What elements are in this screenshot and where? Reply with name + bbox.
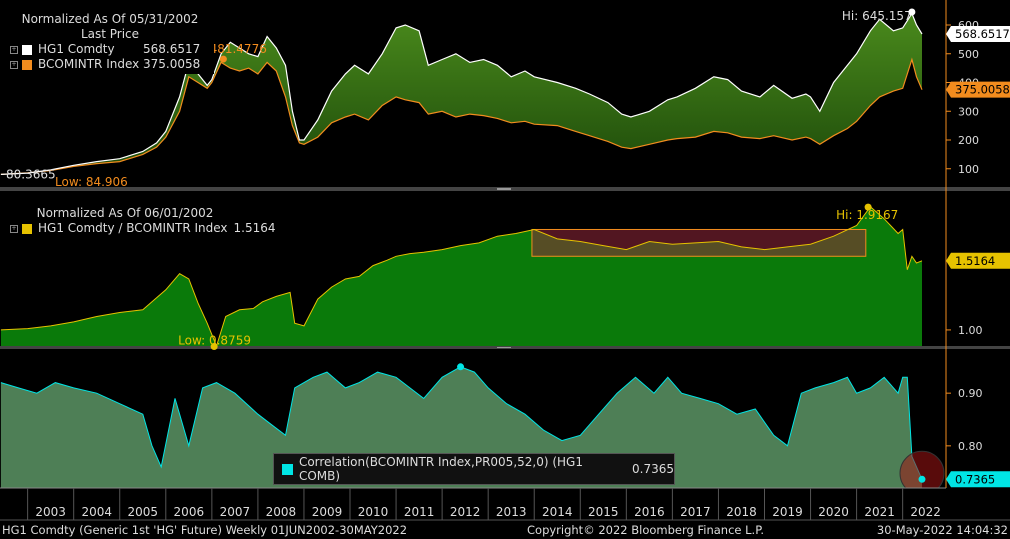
- legend-swatch-correlation: [282, 463, 293, 475]
- correlation-legend[interactable]: Correlation(BCOMINTR Index,PR005,52,0) (…: [273, 453, 675, 485]
- footer-security: HG1 Comdty (Generic 1st 'HG' Future) Wee…: [2, 523, 408, 537]
- legend-swatch-ratio: [22, 223, 32, 234]
- x-tick-label: 2008: [266, 505, 297, 519]
- x-tick-label: 2010: [358, 505, 389, 519]
- y-tick-label: 300: [958, 105, 979, 118]
- high-label-ratio: Hi: 1.9167: [836, 208, 898, 222]
- series-line-correlation: [0, 366, 923, 480]
- last-value-tag-hg1: [946, 26, 1010, 43]
- x-tick-label: 2012: [450, 505, 481, 519]
- footer: HG1 Comdty (Generic 1st 'HG' Future) Wee…: [0, 521, 1010, 539]
- legend-value-ratio: 1.5164: [233, 221, 276, 235]
- low-label-ratio: Low: 0.8759: [178, 334, 251, 348]
- panel1-legend: Normalized As Of 05/31/2002 Last Price +…: [6, 10, 214, 74]
- legend-row-bcom[interactable]: + BCOMINTR Index 375.0058: [10, 57, 210, 72]
- last-value-label-bcomintr: 375.0058: [955, 83, 1010, 97]
- x-tick-label: 2018: [726, 505, 757, 519]
- x-tick-label: 2013: [496, 505, 527, 519]
- x-tick-label: 2015: [588, 505, 619, 519]
- plus-box-icon[interactable]: +: [10, 45, 18, 54]
- separator-grip: [497, 347, 511, 348]
- last-value-tag-bcomintr: [946, 81, 1010, 98]
- spread-fill-area: [0, 13, 922, 175]
- panel2-legend: Normalized As Of 06/01/2002 + HG1 Comdty…: [6, 204, 286, 238]
- legend-value-bcom: 375.0058: [143, 57, 201, 71]
- x-tick-label: 2003: [35, 505, 66, 519]
- series-line-hg1: [0, 12, 923, 175]
- legend-value-hg1: 568.6517: [143, 42, 201, 56]
- legend-value-correlation: 0.7365: [632, 462, 674, 476]
- last-value-label-correlation: 0.7365: [955, 472, 995, 486]
- x-tick-label: 2020: [818, 505, 849, 519]
- high-marker-ratio: [864, 203, 872, 211]
- x-tick-label: 2019: [772, 505, 803, 519]
- panel2-title: Normalized As Of 06/01/2002: [36, 206, 214, 220]
- high-marker-correlation: [457, 363, 465, 371]
- y-tick-label: 0.90: [958, 387, 983, 400]
- plus-box-icon[interactable]: +: [10, 224, 18, 233]
- panel1-subtitle: Last Price: [80, 27, 140, 41]
- x-tick-label: 2005: [127, 505, 158, 519]
- y-tick-label: 1.00: [958, 324, 983, 337]
- legend-row-ratio[interactable]: + HG1 Comdty / BCOMINTR Index 1.5164: [10, 221, 282, 236]
- series-line-ratio: [0, 205, 923, 348]
- last-value-tag-ratio: [946, 252, 1010, 269]
- x-tick-label: 2022: [910, 505, 941, 519]
- legend-swatch-bcom: [22, 59, 32, 70]
- separator-grip: [497, 188, 511, 190]
- x-axis-band: [0, 488, 1010, 521]
- high-label-hg1: Hi: 645.157: [842, 9, 912, 23]
- legend-row-hg1[interactable]: + HG1 Comdty 568.6517: [10, 42, 210, 57]
- ratio-fill-area: [0, 206, 922, 346]
- x-tick-label: 2014: [542, 505, 573, 519]
- start-label-hg1: 80.3665: [6, 167, 56, 181]
- y-tick-label: 100: [958, 163, 979, 176]
- last-value-tag-correlation: [946, 471, 1010, 488]
- x-tick-label: 2021: [864, 505, 895, 519]
- high-marker-bcomintr: [219, 55, 227, 63]
- footer-copyright: Copyright© 2022 Bloomberg Finance L.P.: [527, 523, 764, 537]
- correlation-fill-area: [0, 366, 922, 488]
- x-tick-label: 2016: [634, 505, 665, 519]
- y-tick-label: 500: [958, 48, 979, 61]
- high-marker-hg1: [908, 8, 916, 16]
- legend-label-bcom: BCOMINTR Index: [38, 57, 140, 71]
- low-marker-ratio: [210, 343, 218, 351]
- x-tick-label: 2009: [312, 505, 343, 519]
- legend-label-correlation: Correlation(BCOMINTR Index,PR005,52,0) (…: [298, 455, 583, 483]
- x-tick-label: 2017: [680, 505, 711, 519]
- panel1-title: Normalized As Of 05/31/2002: [21, 12, 199, 26]
- low-label-bcomintr: Low: 84.906: [55, 175, 128, 189]
- legend-label-hg1: HG1 Comdty: [38, 42, 115, 56]
- last-marker-correlation: [918, 475, 926, 483]
- plus-box-icon[interactable]: +: [10, 60, 18, 69]
- last-value-label-ratio: 1.5164: [955, 254, 995, 268]
- legend-swatch-hg1: [22, 44, 32, 55]
- y-tick-label: 200: [958, 134, 979, 147]
- legend-label-ratio: HG1 Comdty / BCOMINTR Index: [38, 221, 228, 235]
- footer-timestamp: 30-May-2022 14:04:32: [876, 523, 1008, 537]
- x-tick-label: 2006: [174, 505, 205, 519]
- series-line-bcomintr: [0, 57, 923, 175]
- x-tick-label: 2004: [81, 505, 112, 519]
- x-tick-label: 2011: [404, 505, 435, 519]
- last-value-label-hg1: 568.6517: [955, 27, 1010, 41]
- x-tick-label: 2007: [220, 505, 251, 519]
- y-tick-label: 0.80: [958, 440, 983, 453]
